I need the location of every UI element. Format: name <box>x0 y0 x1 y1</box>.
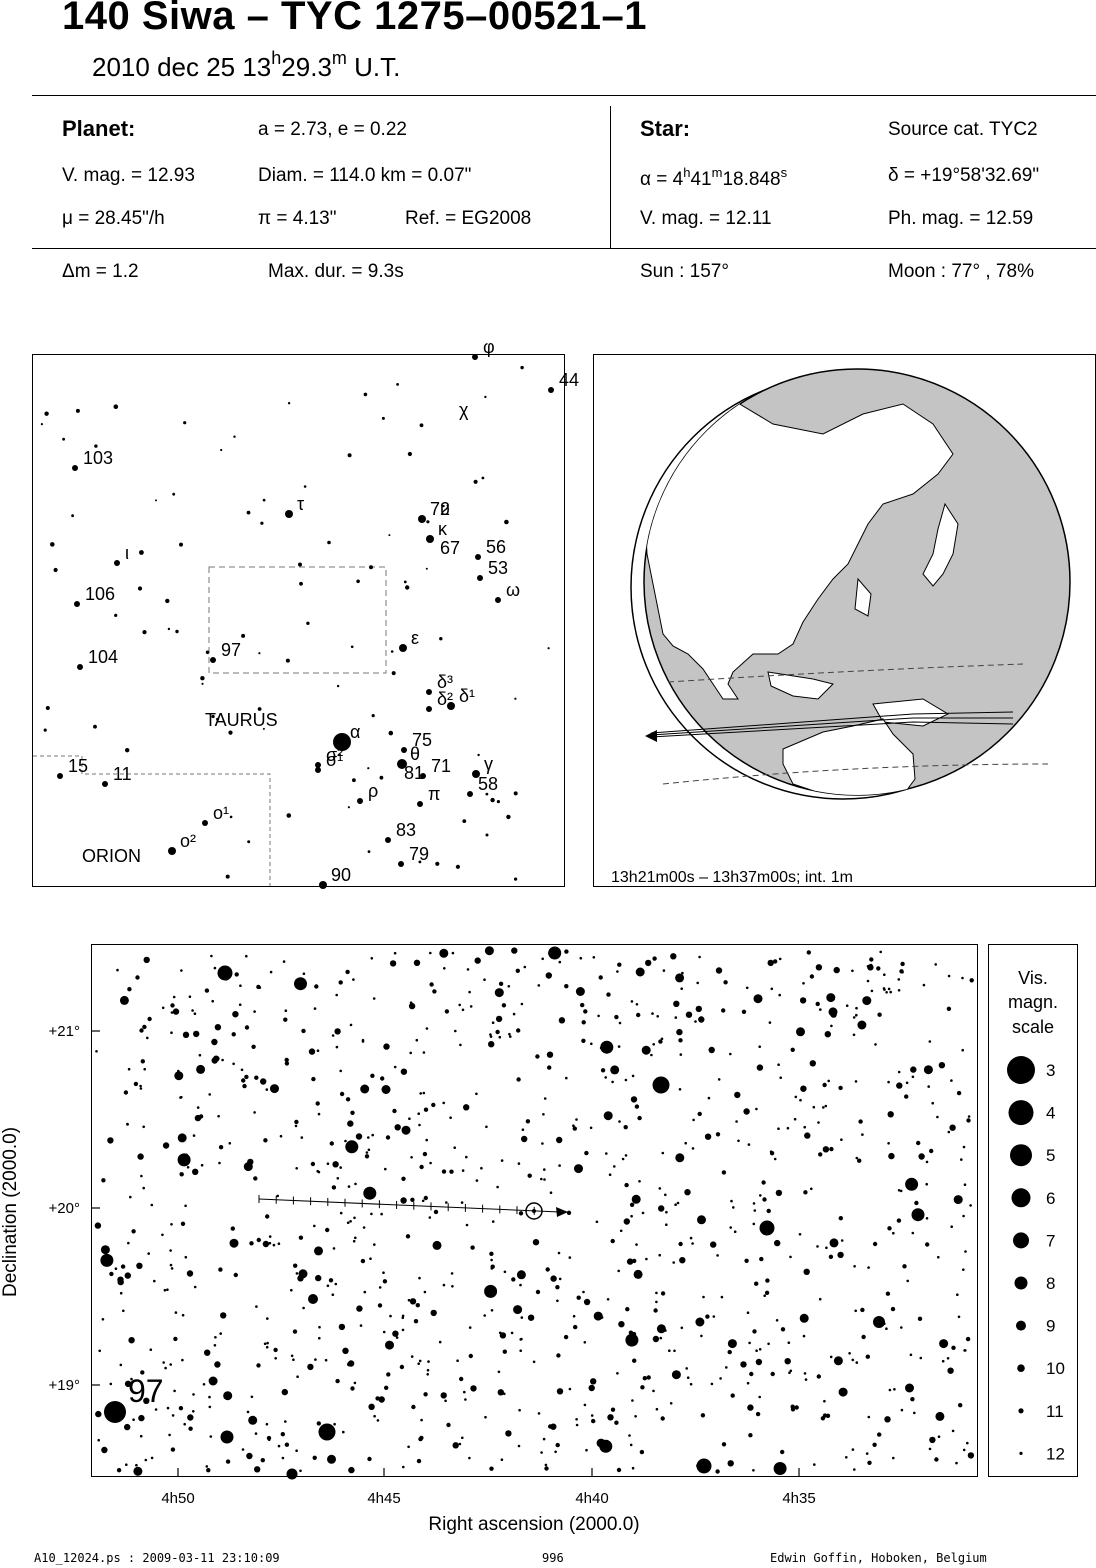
ra-s-unit: s <box>780 165 788 180</box>
legend-mag-label: 5 <box>1046 1146 1055 1165</box>
legend-dot <box>1016 1320 1026 1331</box>
ytick-21: +21° <box>49 1023 80 1040</box>
magnitude-legend-frame <box>988 944 1078 1477</box>
xtick-4h50: 4h50 <box>161 1490 194 1507</box>
legend-title-2: magn. <box>1008 992 1058 1012</box>
date-text: 2010 dec 25 13 <box>92 52 272 82</box>
xtick-4h35: 4h35 <box>782 1490 815 1507</box>
hour-unit: h <box>271 48 282 68</box>
legend-mag-label: 7 <box>1046 1231 1055 1250</box>
detail-chart-frame <box>91 944 978 1477</box>
legend-mag-label: 8 <box>1046 1274 1055 1293</box>
borneo-landmass <box>767 671 834 700</box>
ra-h-unit: h <box>683 165 691 180</box>
magnitude-legend: Vis. magn. scale 3 4 5 6 7 8 9 10 11 12 <box>1007 968 1065 1463</box>
legend-mag-label: 11 <box>1046 1402 1064 1421</box>
planet-ref: Ref. = EG2008 <box>405 208 532 229</box>
shadow-direction-arrow <box>645 730 657 742</box>
y-axis-label: Declination (2000.0) <box>0 1127 21 1297</box>
planet-heading: Planet: <box>62 116 136 141</box>
info-rule <box>32 248 1096 249</box>
moon-info: Moon : 77° , 78% <box>888 261 1034 282</box>
legend-mag-label: 12 <box>1046 1444 1065 1463</box>
ra-minutes: 41 <box>690 169 712 190</box>
star-phmag: Ph. mag. = 12.59 <box>888 208 1034 229</box>
legend-title-1: Vis. <box>1018 968 1048 988</box>
legend-dot <box>1010 1144 1032 1167</box>
star-dec: δ = +19°58'32.69" <box>888 165 1040 186</box>
star-vmag: V. mag. = 12.11 <box>640 208 772 229</box>
legend-dot <box>1008 1100 1034 1126</box>
legend-dot <box>1007 1056 1035 1084</box>
australia-landmass <box>782 718 916 795</box>
footer-page: 996 <box>542 1551 564 1565</box>
legend-dot <box>1019 1451 1023 1455</box>
sun-elongation: Sun : 157° <box>640 261 729 282</box>
globe-caption: 13h21m00s – 13h37m00s; int. 1m <box>611 869 853 886</box>
legend-items: 3 4 5 6 7 8 9 10 11 12 <box>1007 1056 1065 1463</box>
legend-title-3: scale <box>1012 1017 1054 1037</box>
header-rule <box>32 95 1096 96</box>
max-duration: Max. dur. = 9.3s <box>268 261 404 282</box>
globe-view: 13h21m00s – 13h37m00s; int. 1m <box>611 368 1071 886</box>
minutes-text: 29.3 <box>281 52 332 82</box>
event-datetime: 2010 dec 25 13h29.3m U.T. <box>92 48 400 83</box>
ytick-20: +20° <box>49 1200 80 1217</box>
planet-orbit: a = 2.73, e = 0.22 <box>258 119 407 140</box>
path-limit-north <box>667 663 1024 683</box>
x-axis-label: Right ascension (2000.0) <box>428 1514 639 1535</box>
legend-mag-label: 10 <box>1046 1359 1065 1378</box>
info-divider <box>610 106 611 248</box>
star-source: Source cat. TYC2 <box>888 119 1038 140</box>
finder-chart-frame <box>32 354 565 887</box>
footer-author: Edwin Goffin, Hoboken, Belgium <box>770 1551 987 1565</box>
shadow-path-north <box>650 711 1014 734</box>
ra-hours: α = 4 <box>640 169 684 190</box>
legend-mag-label: 4 <box>1046 1104 1055 1123</box>
delta-mag: Δm = 1.2 <box>62 261 139 282</box>
ra-seconds: 18.848 <box>722 169 781 190</box>
legend-mag-label: 3 <box>1046 1061 1055 1080</box>
legend-mag-label: 9 <box>1046 1317 1055 1336</box>
planet-parallax: π = 4.13" <box>258 208 337 229</box>
shadow-path-south <box>650 721 1014 738</box>
legend-dot <box>1013 1232 1029 1249</box>
star-ra: α = 4h41m18.848s <box>640 165 787 191</box>
xtick-4h40: 4h40 <box>575 1490 608 1507</box>
shadow-path-centre <box>650 717 1013 736</box>
legend-dot <box>1014 1276 1028 1290</box>
taiwan-philippines <box>854 577 872 617</box>
planet-diam: Diam. = 114.0 km = 0.07" <box>258 165 472 186</box>
legend-dot <box>1011 1188 1031 1208</box>
xtick-4h45: 4h45 <box>367 1490 400 1507</box>
minute-unit: m <box>331 48 347 68</box>
planet-motion: μ = 28.45"/h <box>62 208 165 229</box>
planet-vmag: V. mag. = 12.93 <box>62 165 195 186</box>
ra-m-unit: m <box>711 165 723 180</box>
legend-mag-label: 6 <box>1046 1189 1055 1208</box>
page-title: 140 Siwa – TYC 1275–00521–1 <box>62 0 648 38</box>
star-heading: Star: <box>640 116 691 141</box>
footer-file: A10_12024.ps : 2009-03-11 23:10:09 <box>34 1551 280 1565</box>
ytick-19: +19° <box>49 1377 80 1394</box>
path-limit-south <box>662 763 1049 785</box>
japan-landmass <box>922 502 959 587</box>
asia-landmass <box>644 393 954 700</box>
ut-text: U.T. <box>346 52 401 82</box>
legend-dot <box>1018 1408 1024 1414</box>
legend-dot <box>1017 1364 1025 1372</box>
